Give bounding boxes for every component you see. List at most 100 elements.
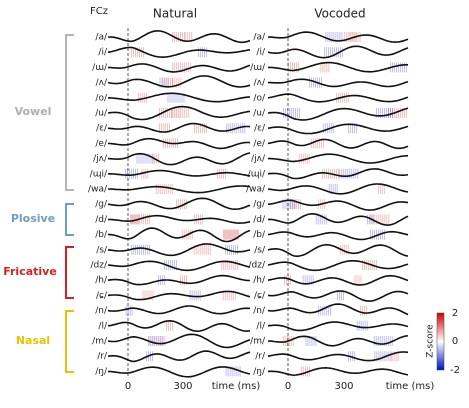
panel-title: Natural — [153, 7, 197, 21]
colorbar-label: Z-score — [426, 324, 436, 358]
x-tick-label: 0 — [125, 381, 131, 392]
waveform — [107, 260, 251, 272]
waveform — [267, 335, 409, 347]
row-label: /ɛ/ — [96, 124, 108, 134]
row-label: /dz/ — [90, 261, 107, 271]
colorbar — [436, 312, 445, 371]
row-label: /u/ — [95, 109, 108, 119]
waveform — [107, 333, 251, 349]
row-label: /g/ — [253, 200, 266, 210]
x-tick-label: 300 — [334, 381, 353, 392]
row-label: /u/ — [253, 109, 266, 119]
bracket — [65, 34, 74, 191]
row-label: /ʌ/ — [96, 78, 108, 88]
waveform — [267, 183, 409, 195]
waveform — [267, 31, 409, 43]
waveform — [267, 93, 409, 103]
group-label: Fricative — [3, 265, 57, 278]
waveform — [267, 123, 409, 135]
row-label: /ɯ/ — [250, 63, 266, 73]
waveform — [267, 230, 409, 241]
row-label: /r/ — [97, 352, 108, 362]
row-label: /s/ — [96, 245, 108, 255]
row-label: /ŋ/ — [95, 367, 108, 377]
waveform — [107, 63, 251, 73]
waveform — [107, 350, 251, 363]
row-label: /a/ — [95, 33, 108, 43]
waveform — [267, 274, 409, 286]
row-label: /dz/ — [248, 261, 265, 271]
colorbar-tick: 0 — [452, 336, 458, 347]
waveform — [268, 61, 408, 73]
group-brackets — [65, 34, 74, 373]
waveform — [107, 366, 251, 378]
row-label: /ɕ/ — [96, 291, 108, 301]
row-label: /i/ — [256, 48, 266, 58]
waveform — [107, 197, 251, 210]
row-label: /b/ — [95, 230, 108, 240]
waveform — [107, 46, 251, 59]
row-label: /i/ — [98, 48, 108, 58]
electrode-label: FCz — [90, 6, 108, 17]
waveform — [108, 30, 251, 44]
waveform — [108, 227, 251, 243]
waveform — [107, 305, 251, 315]
row-label: /ɰi/ — [90, 169, 108, 179]
waveform — [267, 321, 409, 332]
row-label: /ʌ/ — [254, 78, 266, 88]
waveform — [107, 319, 251, 333]
waveform — [267, 107, 409, 121]
waveform — [107, 122, 251, 133]
x-tick-label: 300 — [173, 381, 192, 392]
row-label: /r/ — [255, 352, 266, 362]
row-label: /n/ — [253, 306, 266, 316]
bracket — [65, 310, 74, 373]
waveform — [267, 244, 409, 257]
row-label: /o/ — [253, 93, 266, 103]
row-label: /l/ — [256, 321, 266, 331]
row-label: /e/ — [253, 139, 266, 149]
waveform — [268, 153, 409, 164]
waveform — [107, 105, 251, 121]
waveform — [107, 92, 251, 103]
waveform — [268, 212, 409, 226]
bracket — [65, 203, 74, 236]
row-label: /b/ — [253, 230, 266, 240]
bracket — [65, 246, 74, 299]
row-label: /ɕ/ — [254, 291, 266, 301]
colorbar-tick: 2 — [452, 308, 458, 319]
waveform — [108, 169, 251, 177]
waveform — [107, 214, 251, 224]
x-axis-label: time (ms) — [386, 381, 435, 392]
panel-title: Vocoded — [314, 7, 365, 21]
waveform — [267, 260, 409, 272]
x-axis-label: time (ms) — [212, 381, 261, 392]
group-label: Plosive — [11, 212, 55, 225]
waveform — [267, 45, 409, 59]
waveform — [107, 137, 251, 150]
waveform — [267, 351, 409, 362]
row-label: /d/ — [253, 215, 266, 225]
waveform — [107, 243, 251, 257]
waveform — [107, 75, 251, 88]
colorbar-tick: -2 — [450, 365, 460, 376]
row-label: /jʌ/ — [93, 154, 108, 164]
row-label: /a/ — [253, 33, 266, 43]
group-label: Vowel — [15, 105, 52, 118]
waveform — [267, 290, 409, 302]
waveform — [108, 185, 251, 194]
row-label: /ŋ/ — [253, 367, 266, 377]
group-label: Nasal — [16, 334, 50, 347]
row-label: /g/ — [95, 200, 108, 210]
row-label: /ɛ/ — [254, 124, 266, 134]
row-label: /h/ — [253, 276, 266, 286]
row-label: /ɯ/ — [92, 63, 108, 73]
row-label: /n/ — [95, 306, 108, 316]
waveform — [107, 152, 251, 166]
row-label: /o/ — [95, 93, 108, 103]
waveform — [107, 290, 251, 301]
row-label: /e/ — [95, 139, 108, 149]
row-label: /jʌ/ — [251, 154, 266, 164]
row-label: /l/ — [98, 321, 108, 331]
